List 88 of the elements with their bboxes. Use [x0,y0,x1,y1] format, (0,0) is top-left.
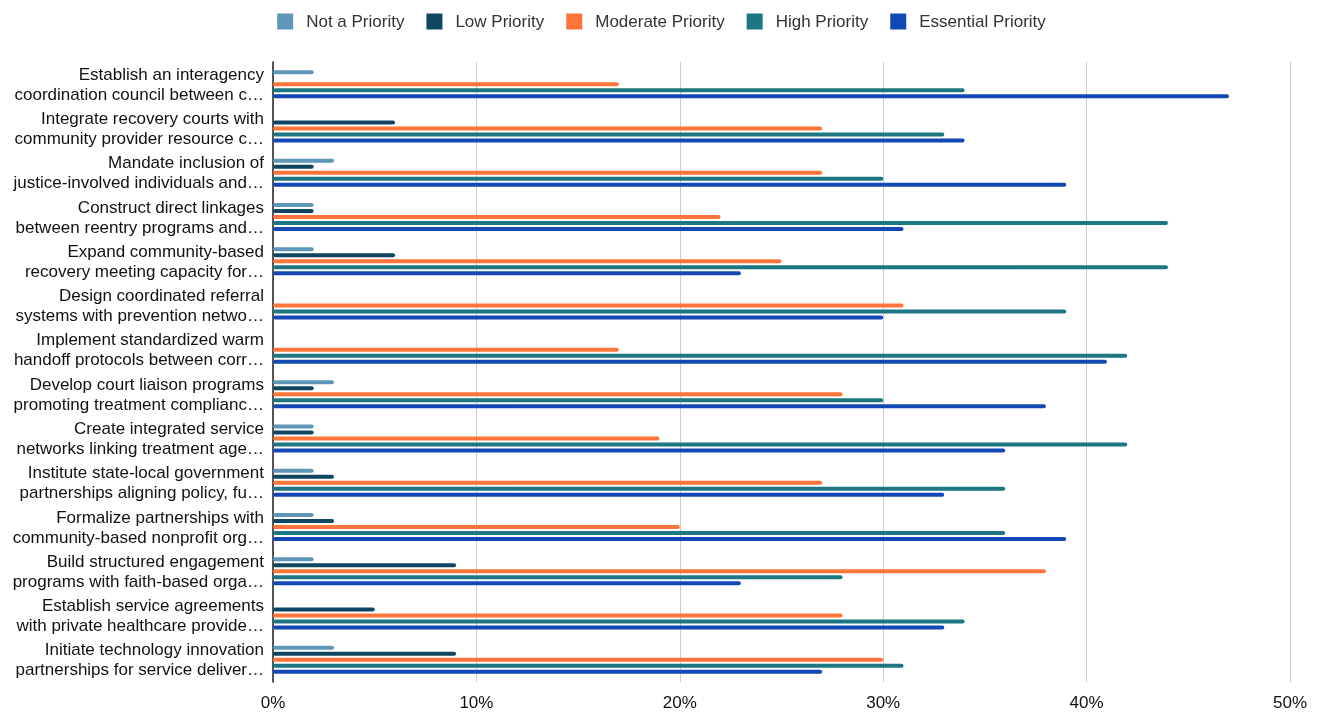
bar [273,94,1229,99]
y-tick-label: Integrate recovery courts with community provider resource c… [14,108,264,148]
bar [273,645,335,650]
bar [273,436,660,441]
bar [273,430,314,435]
x-tick-label: 20% [662,693,697,712]
bar [273,170,823,175]
x-tick-label: 10% [459,693,494,712]
bar [273,359,1107,364]
bar [273,309,1067,314]
bar [273,398,884,403]
y-tick-label: Build structured engagement programs with faith-based orga… [12,551,265,591]
bar [273,132,945,137]
y-tick-label: Institute state-local government partnerships aligning policy, fu… [19,463,265,503]
bar [273,474,335,479]
bar [273,158,335,163]
y-tick-label: Mandate inclusion of justice-involved individuals and… [12,153,265,193]
y-tick-label: Design coordinated referral systems with prevention netwo… [15,286,264,326]
bar [273,215,721,219]
bar [273,513,314,517]
bar [273,209,314,213]
bar [273,569,1046,574]
bar [273,404,1046,409]
legend-label: Essential Priority [919,12,1047,31]
bar [273,138,965,143]
bar [273,669,823,674]
legend-label: Moderate Priority [595,12,726,31]
bar [273,613,843,618]
y-tick-label: Establish an interagency coordination council between c… [14,64,265,104]
bar [273,480,823,485]
bar [273,448,1006,453]
bar [273,563,457,568]
bar [273,625,945,630]
bar [273,347,619,352]
bar [273,607,375,612]
x-tick-label: 40% [1069,693,1104,712]
y-tick-label: Create integrated service networks linking treatment age… [16,418,264,458]
bar [273,303,904,308]
bar [273,353,1128,358]
legend-label: Low Priority [455,12,545,31]
y-tick-label: Initiate technology innovation partnerships for service deliver… [15,640,264,680]
bar [273,70,314,75]
bar [273,531,1006,535]
bar [273,525,680,529]
bar [273,651,457,656]
bar [273,392,843,397]
bar [273,227,904,231]
bar [273,271,741,276]
bar [273,120,396,125]
bar [273,253,396,258]
bar [273,424,314,429]
bar [273,663,904,668]
y-tick-label: Develop court liaison programs promoting treatment complianc… [13,374,264,414]
bar [273,315,884,320]
bar [273,386,314,391]
y-tick-label: Establish service agreements with private healthcare provide… [15,596,264,636]
bar [273,492,945,497]
bar [273,82,619,87]
bar [273,619,965,624]
bar [273,182,1067,187]
bar [273,259,782,264]
x-tick-label: 30% [866,693,901,712]
x-tick-label: 50% [1272,693,1308,712]
y-tick-label: Formalize partnerships with community-based nonprofit org… [12,507,264,547]
bar [273,442,1128,447]
bar [273,203,314,207]
bar [273,176,884,181]
y-tick-label: Construct direct linkages between reentry programs and… [15,197,264,237]
bar [273,468,314,473]
bar [273,88,965,93]
bar [273,657,884,662]
bar [273,557,314,562]
y-tick-label: Implement standardized warm handoff protocols between corr… [13,330,264,370]
legend-label: High Priority [775,12,869,31]
y-tick-label: Expand community-based recovery meeting capacity for… [24,241,264,281]
bar [273,519,335,523]
legend-label: Not a Priority [306,12,405,31]
bar [273,581,741,586]
bar [273,486,1006,491]
bar [273,164,314,169]
x-tick-label: 0% [260,693,286,712]
bar [273,380,335,385]
bar [273,247,314,252]
bar [273,221,1168,225]
bar [273,537,1067,541]
bar [273,126,823,131]
bar [273,265,1168,270]
bar [273,575,843,580]
